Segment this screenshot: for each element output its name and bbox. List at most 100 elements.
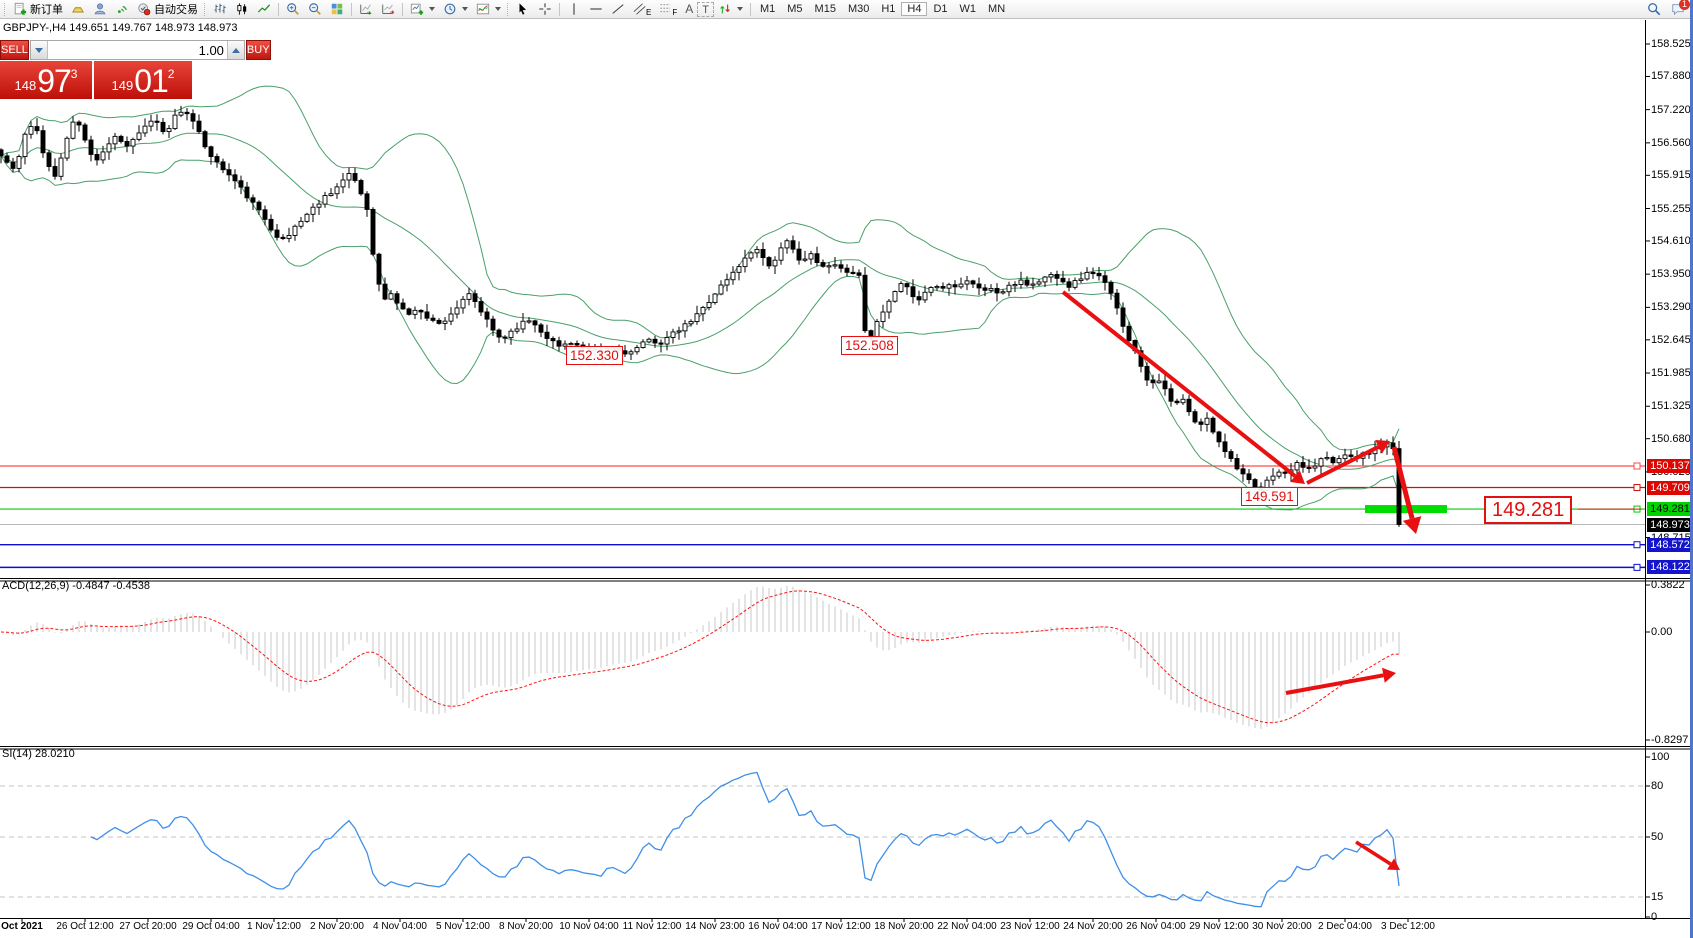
zoom-in-button[interactable] — [282, 1, 304, 18]
macd-scale-label: 0.00 — [1651, 626, 1673, 638]
date-label: 2 Nov 20:00 — [310, 921, 364, 932]
new-order-icon — [14, 2, 27, 15]
zoom-out-button[interactable] — [304, 1, 326, 18]
horizontal-line-tool[interactable] — [585, 1, 607, 18]
chat-button[interactable]: 1 — [1671, 0, 1690, 16]
candlestick-chart-button[interactable] — [231, 1, 253, 18]
timeframe-H1[interactable]: H1 — [881, 3, 896, 15]
toolbar-grip — [507, 2, 510, 16]
signals-button[interactable] — [111, 1, 133, 18]
chart-shift-icon — [382, 4, 395, 14]
new-order-button[interactable]: 新订单 — [9, 1, 67, 18]
timeframe-H4[interactable]: H4 — [901, 2, 928, 16]
arrows-caret — [736, 7, 743, 11]
volume-input[interactable] — [47, 41, 227, 59]
date-label: 29 Nov 12:00 — [1189, 921, 1249, 932]
period-button[interactable] — [439, 1, 472, 18]
date-label: 11 Nov 12:00 — [622, 921, 682, 932]
new-order-label: 新订单 — [30, 4, 63, 16]
buy-quote[interactable]: 149 01 2 — [94, 61, 192, 99]
trendline-tool[interactable] — [607, 1, 629, 18]
date-label: 26 Oct 12:00 — [56, 921, 114, 932]
toolbar-separator — [278, 2, 279, 16]
line-chart-button[interactable] — [253, 1, 275, 18]
timeframe-M5[interactable]: M5 — [787, 3, 803, 15]
sell-quote-prefix: 148 — [14, 78, 37, 93]
chart-forward-button[interactable] — [355, 1, 377, 18]
templates-button[interactable] — [472, 1, 505, 18]
timeframe-M15[interactable]: M15 — [814, 3, 836, 15]
templates-icon — [476, 3, 490, 15]
period-caret — [462, 7, 468, 11]
date-label: 10 Nov 04:00 — [559, 921, 619, 932]
price-line-label-150.137: 150.137 — [1647, 459, 1693, 473]
line-chart-icon — [257, 4, 271, 13]
cursor-tool[interactable] — [512, 1, 534, 18]
buy-button[interactable]: BUY — [245, 40, 271, 60]
price-line-label-148.122: 148.122 — [1647, 560, 1693, 575]
profile-button[interactable] — [89, 1, 111, 18]
buy-quote-big: 01 — [134, 63, 169, 99]
date-label: 4 Nov 04:00 — [373, 921, 427, 932]
search-icon[interactable] — [1647, 2, 1661, 16]
templates-caret — [495, 7, 501, 11]
timeframe-M1[interactable]: M1 — [759, 3, 776, 15]
vertical-line-tool[interactable] — [563, 1, 585, 18]
date-label: 23 Nov 12:00 — [1000, 921, 1060, 932]
chart-annotation-149.591[interactable]: 149.591 — [1241, 487, 1298, 506]
timeframe-W1[interactable]: W1 — [959, 3, 977, 15]
chart-annotation-152.330[interactable]: 152.330 — [566, 346, 623, 365]
price-line-label-148.973: 148.973 — [1647, 517, 1693, 532]
fibonacci-tool[interactable]: F — [655, 1, 681, 18]
arrows-tool[interactable] — [714, 1, 747, 18]
triangle-down-icon — [34, 47, 43, 53]
price-tick: 155.915 — [1651, 169, 1691, 182]
price-line-label-149.709: 149.709 — [1647, 480, 1693, 495]
toolbar-separator — [351, 2, 352, 16]
equidistant-channel-tool[interactable]: E — [629, 1, 655, 18]
text-tool[interactable]: A — [681, 1, 697, 18]
chart-annotation-149.281[interactable]: 149.281 — [1484, 496, 1573, 524]
fibonacci-icon — [660, 4, 671, 13]
text-label-tool[interactable]: T — [697, 2, 714, 17]
sell-quote[interactable]: 148 97 3 — [0, 61, 92, 99]
timeframe-M30[interactable]: M30 — [847, 3, 870, 15]
date-label: 24 Nov 20:00 — [1063, 921, 1123, 932]
price-lines-layer — [0, 462, 1645, 571]
chat-badge: 1 — [1679, 0, 1690, 10]
volume-up-button[interactable] — [226, 41, 244, 59]
price-tick: 151.985 — [1651, 367, 1691, 380]
auto-trading-button[interactable]: 自动交易 — [133, 1, 202, 18]
channel-letter: E — [646, 7, 652, 17]
toolbar-separator — [749, 2, 751, 16]
timeframe-MN[interactable]: MN — [988, 3, 1006, 15]
arrows-tool-icon — [720, 4, 730, 14]
timeframe-D1[interactable]: D1 — [933, 3, 948, 15]
tile-windows-button[interactable] — [326, 1, 348, 18]
volume-down-button[interactable] — [30, 41, 48, 59]
pane-borders-layer — [0, 20, 1693, 922]
fibonacci-letter: F — [672, 7, 678, 17]
bar-chart-button[interactable] — [209, 1, 231, 18]
toolbar: 新订单 自动交易 — [0, 0, 1693, 19]
rsi-scale-label: 15 — [1651, 891, 1664, 903]
chart-annotation-152.508[interactable]: 152.508 — [841, 336, 898, 355]
channel-icon — [633, 3, 646, 15]
price-tick: 152.645 — [1651, 333, 1691, 346]
date-label: 2 Dec 04:00 — [1318, 921, 1372, 932]
profile-icon — [94, 3, 106, 15]
add-indicator-caret — [429, 7, 435, 11]
add-indicator-button[interactable] — [406, 1, 439, 18]
date-label: 16 Nov 04:00 — [748, 921, 808, 932]
history-center-button[interactable] — [67, 1, 89, 18]
support-band[interactable] — [1365, 505, 1447, 514]
triangle-up-icon — [231, 47, 240, 53]
text-tool-letter: A — [685, 2, 694, 16]
crosshair-tool[interactable] — [534, 1, 556, 18]
chart-shift-button[interactable] — [377, 1, 399, 18]
macd-scale-label: 0.3822 — [1651, 579, 1685, 591]
sell-button[interactable]: SELL — [0, 40, 29, 60]
date-label: Oct 2021 — [1, 921, 43, 932]
rsi-scale-label: 80 — [1651, 780, 1664, 792]
